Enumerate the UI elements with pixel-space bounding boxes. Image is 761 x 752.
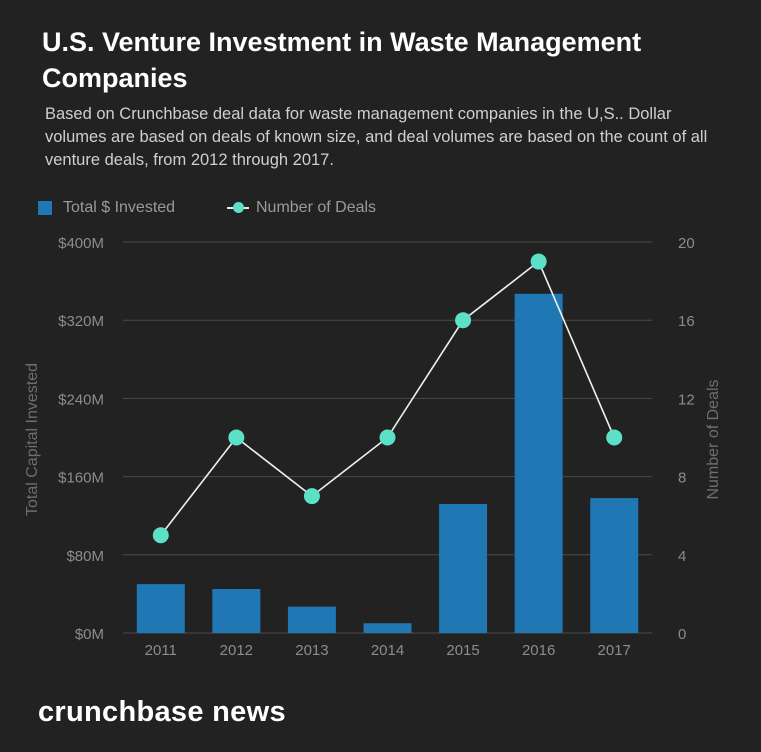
chart-subtitle: Based on Crunchbase deal data for waste … <box>45 105 708 169</box>
legend-dot-swatch <box>233 202 244 213</box>
x-tick-label: 2017 <box>598 642 631 659</box>
bar-2016 <box>514 293 563 633</box>
deals-point-2013 <box>303 488 320 505</box>
chart-title: U.S. Venture Investment in Waste Managem… <box>42 27 642 93</box>
x-tick-label: 2016 <box>522 642 555 659</box>
y-tick-label: $0M <box>75 626 104 643</box>
legend-label-deals: Number of Deals <box>256 199 377 216</box>
x-tick-label: 2015 <box>446 642 479 659</box>
deals-point-2014 <box>379 429 396 446</box>
y2-tick-label: 8 <box>678 470 686 487</box>
bar-2012 <box>212 589 261 633</box>
legend-label-invested: Total $ Invested <box>63 199 176 216</box>
y2-tick-label: 20 <box>678 235 695 252</box>
y-tick-label: $160M <box>58 470 104 487</box>
x-tick-label: 2012 <box>220 642 253 659</box>
brand-logo: crunchbase news <box>38 696 286 728</box>
y2-tick-label: 12 <box>678 391 695 408</box>
bar-2011 <box>136 584 185 633</box>
y-tick-label: $240M <box>58 391 104 408</box>
bar-2017 <box>590 498 639 633</box>
x-tick-label: 2011 <box>145 642 177 659</box>
deals-point-2017 <box>606 429 623 446</box>
y-tick-label: $320M <box>58 313 104 330</box>
y-tick-label: $80M <box>66 548 104 565</box>
deals-point-2016 <box>530 253 547 270</box>
deals-point-2012 <box>228 429 245 446</box>
x-tick-label: 2014 <box>371 642 404 659</box>
y-axis-title: Total Capital Invested <box>24 363 41 516</box>
y2-axis-title: Number of Deals <box>705 379 722 499</box>
deals-point-2011 <box>152 527 169 544</box>
legend-bar-swatch <box>38 201 52 215</box>
y-tick-label: $400M <box>58 235 104 252</box>
y2-tick-label: 16 <box>678 313 695 330</box>
bar-2015 <box>439 503 488 633</box>
bar-2014 <box>363 623 412 633</box>
deals-point-2015 <box>455 312 472 329</box>
bar-2013 <box>287 606 336 633</box>
x-tick-label: 2013 <box>295 642 328 659</box>
y2-tick-label: 4 <box>678 548 686 565</box>
y2-tick-label: 0 <box>678 626 686 643</box>
